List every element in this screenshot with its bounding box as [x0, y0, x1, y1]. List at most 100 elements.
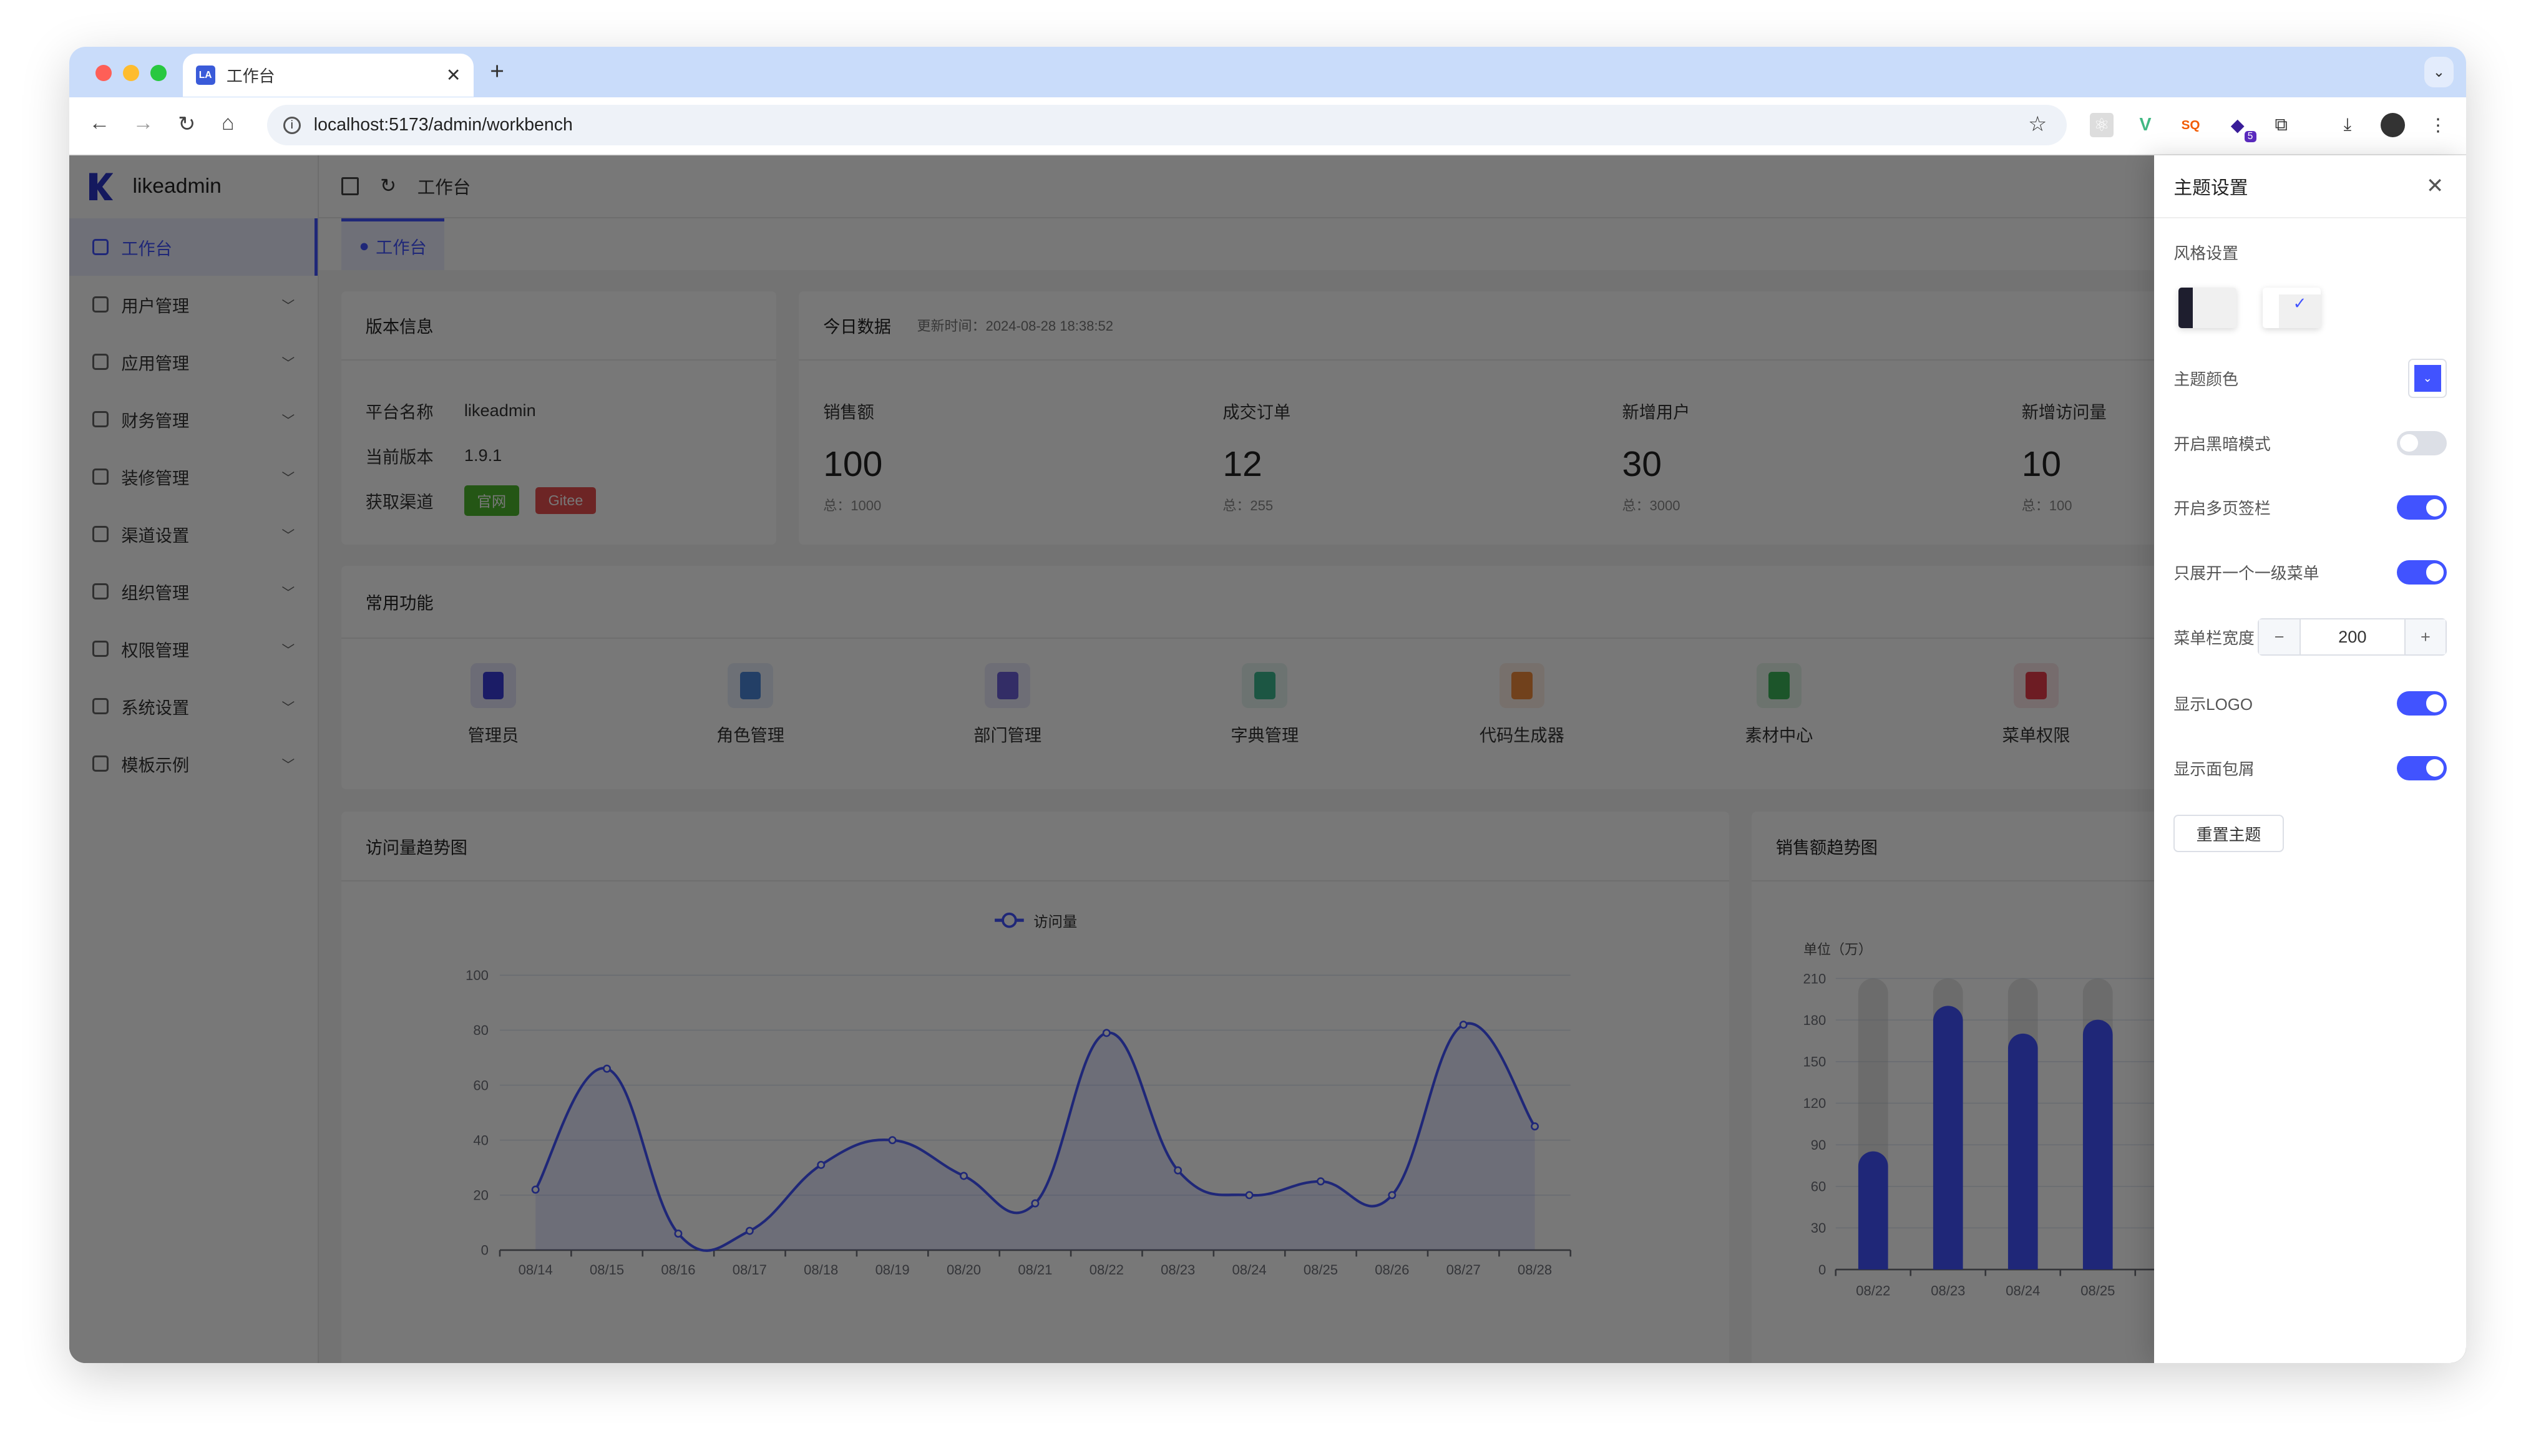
function-icon: [1242, 662, 1288, 709]
minimize-window-button[interactable]: [122, 64, 139, 81]
react-devtools-icon[interactable]: ⚛: [2089, 113, 2114, 138]
today-data-title: 今日数据: [823, 317, 891, 337]
menu-item-icon: [92, 583, 109, 599]
version-value: 1.9.1: [464, 445, 502, 465]
toggle-row: 显示面包屑: [2173, 752, 2447, 784]
bookmark-star-icon[interactable]: ☆: [2028, 112, 2047, 136]
sidebar-item-label: 渠道设置: [121, 525, 190, 545]
sidebar-item-label: 应用管理: [121, 353, 190, 373]
maximize-window-button[interactable]: [150, 64, 167, 81]
sidebar-item-0[interactable]: 工作台: [69, 218, 318, 276]
logo[interactable]: likeadmin: [69, 155, 317, 218]
chevron-down-icon: ﹀: [281, 757, 295, 772]
function-shortcut[interactable]: 管理员: [429, 662, 558, 746]
collapse-sidebar-icon[interactable]: [341, 177, 359, 195]
data-point: [1388, 1190, 1397, 1199]
menu-width-row: 菜单栏宽度 −200 +: [2173, 618, 2447, 656]
new-tab-button[interactable]: +: [490, 58, 504, 85]
home-icon[interactable]: ⌂: [222, 111, 235, 135]
function-label: 部门管理: [973, 725, 1042, 745]
stat-item: 新增访问量 10 总：100: [2022, 398, 2107, 515]
toggle-switch[interactable]: [2397, 560, 2447, 585]
style-dark-sidebar-option[interactable]: [2178, 288, 2237, 329]
breadcrumb[interactable]: 工作台: [417, 177, 471, 198]
reset-theme-button[interactable]: 重置主题: [2173, 815, 2284, 852]
page-tabs: ● 工作台: [318, 218, 2467, 270]
toggle-row: 开启黑暗模式: [2173, 427, 2447, 459]
toggle-switch[interactable]: [2397, 495, 2447, 520]
toggle-switch[interactable]: [2397, 430, 2447, 455]
gitee-tag[interactable]: Gitee: [535, 487, 597, 514]
y-tick-label: 40: [473, 1132, 488, 1148]
sidebar-item-7[interactable]: 权限管理 ﹀: [69, 620, 317, 677]
official-site-tag[interactable]: 官网: [464, 485, 519, 517]
toggle-switch[interactable]: [2397, 691, 2447, 716]
decrease-button[interactable]: −: [2259, 619, 2299, 654]
sidebar-item-2[interactable]: 应用管理 ﹀: [69, 333, 317, 391]
x-tick-label: 08/19: [875, 1261, 909, 1277]
toggle-label: 开启多页签栏: [2173, 500, 2271, 518]
menu-width-input[interactable]: 200: [2299, 619, 2406, 654]
sidebar-item-5[interactable]: 渠道设置 ﹀: [69, 505, 317, 563]
vue-devtools-icon[interactable]: V: [2139, 115, 2152, 135]
sidebar-item-8[interactable]: 系统设置 ﹀: [69, 677, 317, 735]
style-light-sidebar-option[interactable]: ✓: [2262, 288, 2321, 329]
theme-color-picker[interactable]: ⌄: [2408, 359, 2447, 398]
today-data-header: 今日数据 更新时间：2024-08-28 18:38:52: [799, 291, 2190, 361]
close-icon[interactable]: ✕: [2426, 175, 2444, 198]
admin-app: likeadmin 工作台 用户管理 ﹀ 应用管理 ﹀ 财务管理 ﹀ 装修管理 ﹀ 渠道设置 ﹀ 组织…: [69, 155, 2467, 1363]
reload-icon[interactable]: ↻: [178, 112, 196, 136]
site-info-icon[interactable]: i: [283, 116, 301, 135]
browser-tab[interactable]: LA 工作台 ✕: [182, 53, 474, 97]
function-label: 字典管理: [1231, 725, 1299, 745]
toggle-label: 开启黑暗模式: [2173, 435, 2271, 454]
stat-value: 30: [1622, 444, 1662, 485]
menu-item-icon: [92, 410, 109, 427]
bar: [1858, 1151, 1888, 1269]
visits-chart-title: 访问量趋势图: [341, 812, 1729, 881]
function-shortcut[interactable]: 菜单权限: [1971, 662, 2100, 746]
sidebar-item-4[interactable]: 装修管理 ﹀: [69, 448, 317, 505]
data-point: [745, 1226, 754, 1235]
browser-menu-icon[interactable]: ⋮: [2429, 115, 2447, 135]
function-icon: [728, 662, 773, 709]
y-tick-label: 60: [473, 1077, 488, 1093]
function-icon: [2013, 662, 2059, 709]
sq-icon[interactable]: SQ: [2181, 117, 2200, 132]
toggle-switch[interactable]: [2397, 755, 2447, 780]
y-tick-label: 20: [473, 1187, 488, 1203]
refresh-icon[interactable]: ↻: [380, 175, 397, 197]
function-shortcut[interactable]: 素材中心: [1714, 662, 1843, 746]
tab-search-button[interactable]: ⌄: [2424, 56, 2454, 87]
function-shortcut[interactable]: 字典管理: [1200, 662, 1329, 746]
legend-marker: [1001, 912, 1017, 928]
x-tick-label: 08/25: [2080, 1283, 2115, 1298]
sidebar-item-9[interactable]: 模板示例 ﹀: [69, 735, 317, 792]
sidebar-item-1[interactable]: 用户管理 ﹀: [69, 276, 317, 333]
download-icon[interactable]: ⤓: [2343, 115, 2352, 135]
forward-icon[interactable]: →: [132, 111, 154, 135]
sidebar-item-3[interactable]: 财务管理 ﹀: [69, 391, 317, 448]
stat-total: 总：255: [1222, 497, 1274, 513]
extension-badge-icon[interactable]: ◆ 5: [2225, 113, 2256, 143]
stat-item: 销售额 100 总：1000: [823, 398, 882, 515]
profile-avatar[interactable]: [2381, 113, 2405, 138]
function-shortcut[interactable]: 代码生成器: [1457, 662, 1586, 746]
version-label: 当前版本: [365, 447, 434, 467]
close-tab-icon[interactable]: ✕: [446, 65, 461, 85]
function-label: 菜单权限: [2002, 725, 2070, 745]
increase-button[interactable]: +: [2405, 619, 2446, 654]
sidebar-item-label: 装修管理: [121, 468, 190, 488]
bar: [2007, 1033, 2038, 1269]
data-point: [888, 1135, 897, 1144]
puzzle-icon[interactable]: ⧉: [2275, 115, 2288, 135]
function-shortcut[interactable]: 部门管理: [943, 662, 1072, 746]
back-icon[interactable]: ←: [89, 111, 110, 135]
page-tab-workbench[interactable]: ● 工作台: [341, 218, 445, 270]
function-shortcut[interactable]: 角色管理: [686, 662, 815, 746]
address-bar[interactable]: i localhost:5173/admin/workbench: [266, 105, 2067, 146]
sidebar-item-6[interactable]: 组织管理 ﹀: [69, 563, 317, 620]
menu-width-stepper: −200 +: [2258, 618, 2447, 656]
x-tick-label: 08/21: [1018, 1261, 1052, 1277]
close-window-button[interactable]: [95, 64, 112, 81]
